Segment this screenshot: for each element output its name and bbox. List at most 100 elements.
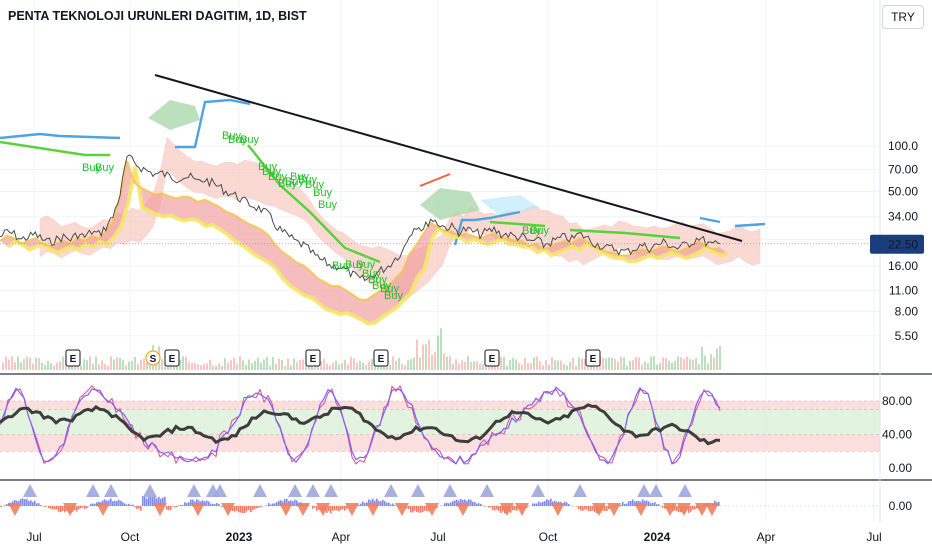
- hist-bar: [628, 501, 630, 506]
- marker-down-triangle: [221, 503, 235, 516]
- hist-bar: [484, 506, 486, 507]
- hist-bar: [360, 503, 362, 506]
- event-marker-e[interactable]: E: [373, 349, 389, 367]
- volume-bar: [101, 360, 103, 370]
- hist-bar: [626, 503, 628, 506]
- oscillator-pane: [0, 384, 880, 465]
- volume-bar: [689, 358, 691, 370]
- marker-up-triangle: [23, 484, 37, 497]
- hist-bar: [478, 503, 480, 506]
- trendline[interactable]: [154, 74, 743, 242]
- event-marker-e[interactable]: E: [484, 349, 500, 367]
- volume-bar: [353, 358, 355, 370]
- buy-label: Buy: [285, 176, 304, 188]
- buy-label: Buy: [262, 166, 281, 178]
- osc-smooth-line: [0, 403, 721, 446]
- hist-bar: [86, 506, 88, 509]
- hist-bar: [266, 505, 268, 506]
- volume-bar: [323, 359, 325, 370]
- event-marker-e[interactable]: E: [305, 349, 321, 367]
- volume-bar: [710, 354, 712, 370]
- hist-bar: [604, 506, 606, 511]
- event-marker-e[interactable]: E: [65, 349, 81, 367]
- hist-bar: [536, 503, 538, 506]
- hist-bar: [82, 506, 84, 508]
- volume-bar: [296, 361, 298, 370]
- volume-bar: [425, 344, 427, 370]
- hist-bar: [240, 506, 242, 513]
- hist-bar: [658, 504, 660, 506]
- hist-bar: [140, 506, 142, 511]
- buy-label: Buy: [278, 178, 297, 190]
- hist-bar: [126, 504, 128, 506]
- hist-bar: [652, 502, 654, 506]
- currency-button[interactable]: TRY: [882, 5, 924, 29]
- volume-bar: [545, 360, 547, 370]
- marker-up-triangle: [288, 484, 302, 497]
- buy-label: Buy: [372, 280, 391, 292]
- event-marker-s[interactable]: S: [145, 350, 161, 366]
- volume-bar: [128, 361, 130, 370]
- volume-bar: [407, 360, 409, 370]
- volume-bar: [707, 363, 709, 370]
- volume-bar: [104, 364, 106, 370]
- buy-label: Buy: [362, 268, 381, 280]
- ichimoku-cloud: [0, 98, 766, 300]
- hist-bar: [338, 506, 340, 512]
- event-marker-e[interactable]: E: [164, 349, 180, 367]
- volume-bar: [551, 357, 553, 370]
- marker-up-triangle: [86, 484, 100, 497]
- hist-bar: [60, 506, 62, 513]
- volume-bar: [716, 348, 718, 370]
- volume-bar: [533, 357, 535, 370]
- hist-bar: [510, 506, 512, 513]
- volume-bar: [197, 364, 199, 370]
- volume-bar: [161, 359, 163, 370]
- buy-label: Buy: [356, 259, 375, 271]
- hist-bar: [0, 506, 2, 508]
- hist-bar: [452, 501, 454, 506]
- marker-down-triangle: [663, 503, 677, 516]
- cloud-blue-segment: [480, 195, 540, 216]
- earnings-icon: [373, 349, 389, 367]
- volume-bar: [371, 358, 373, 370]
- volume-bar: [512, 357, 514, 370]
- marker-up-triangle: [637, 484, 651, 497]
- price-axis: 100.070.0050.0034.0024.0016.0011.008.005…: [870, 139, 924, 513]
- volume-bar: [62, 356, 64, 370]
- volume-bar: [677, 356, 679, 370]
- volume-bar: [617, 361, 619, 370]
- buy-label: Buy: [268, 171, 287, 183]
- trendline-group[interactable]: [154, 74, 743, 242]
- hist-bar: [494, 506, 496, 511]
- resistance-segment: [419, 173, 451, 187]
- volume-bar: [98, 364, 100, 370]
- hist-bar: [364, 502, 366, 506]
- volume-bar: [698, 364, 700, 370]
- volume-bar: [53, 365, 55, 370]
- hist-bar: [690, 506, 692, 512]
- volume-bar: [302, 359, 304, 370]
- marker-up-triangle: [143, 484, 157, 497]
- volume-bar: [524, 357, 526, 370]
- hist-bar: [78, 506, 80, 510]
- volume-bar: [449, 356, 451, 370]
- volume-bar: [446, 356, 448, 370]
- volume-bar: [704, 355, 706, 370]
- marker-up-triangle: [324, 484, 338, 497]
- hist-bar: [270, 504, 272, 506]
- hist-bar: [156, 498, 158, 506]
- volume-bar: [107, 365, 109, 370]
- volume-bar: [398, 358, 400, 370]
- volume-bar: [632, 360, 634, 370]
- volume-bar: [539, 361, 541, 370]
- hist-bar: [664, 506, 666, 509]
- volume-bar: [647, 363, 649, 370]
- volume-bar: [683, 359, 685, 370]
- hist-bar: [158, 496, 160, 506]
- volume-bar: [200, 365, 202, 370]
- event-marker-e[interactable]: E: [585, 349, 601, 367]
- hist-bar: [250, 506, 252, 513]
